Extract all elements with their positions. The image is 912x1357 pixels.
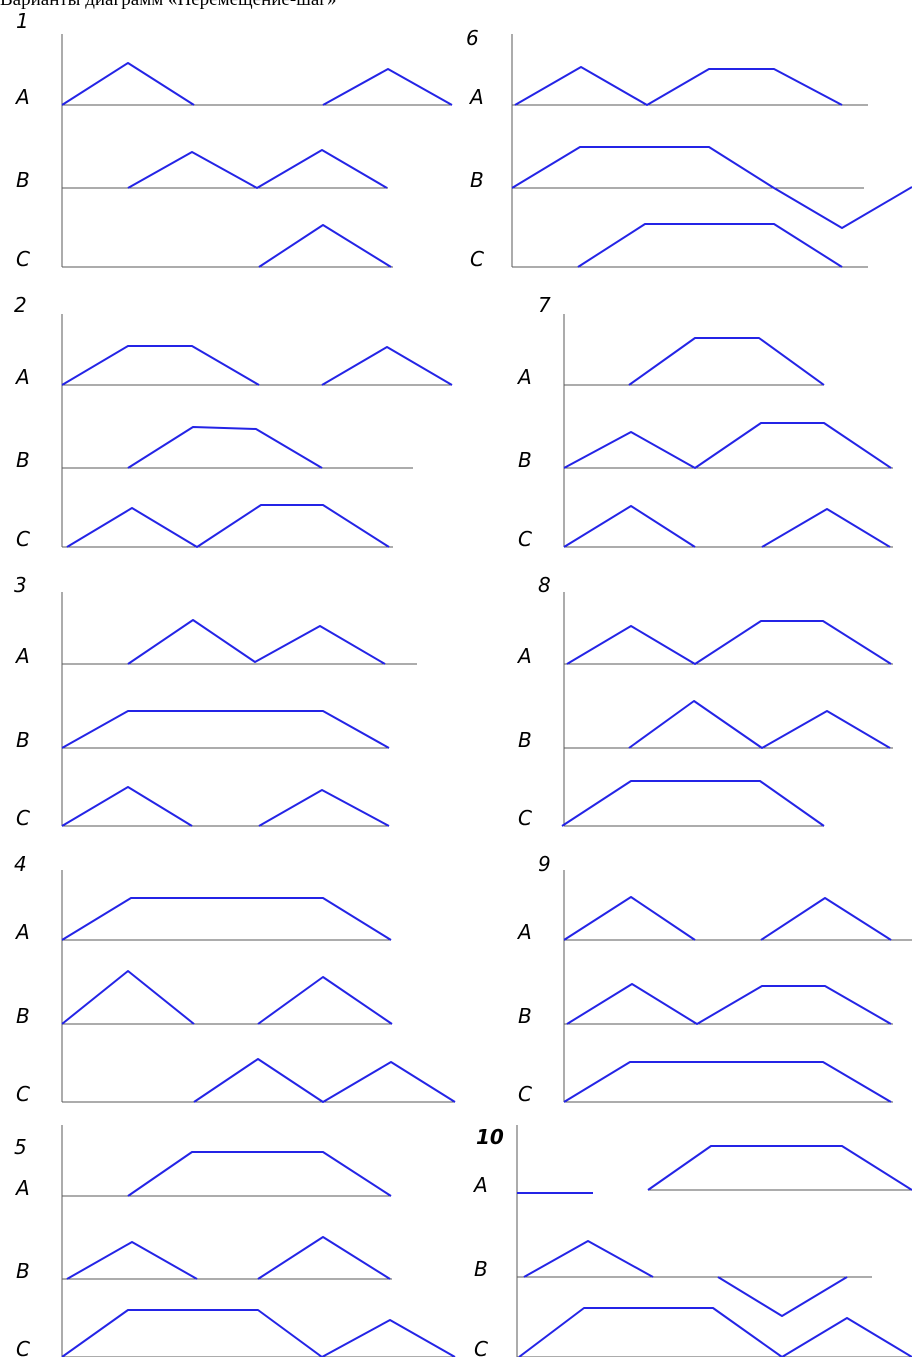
row-label-c: C xyxy=(16,1337,30,1357)
displacement-trace xyxy=(127,149,388,189)
variant-10-panel: 10 A B C xyxy=(472,1125,912,1357)
row-label-c: C xyxy=(518,1082,532,1106)
displacement-trace xyxy=(193,1058,456,1103)
displacement-trace xyxy=(61,897,392,941)
row-label-a: A xyxy=(468,85,484,109)
variant-4-panel: 4 A B C xyxy=(14,852,456,1106)
row-label-c: C xyxy=(470,247,484,271)
displacement-trace xyxy=(761,508,891,548)
displacement-trace xyxy=(322,68,453,106)
row-label-b: B xyxy=(16,1259,30,1283)
displacement-trace xyxy=(61,710,390,749)
row-label-c: C xyxy=(16,527,30,551)
variant-6-panel: 6 A B C xyxy=(466,26,912,271)
displacement-trace xyxy=(563,1061,892,1103)
displacement-trace xyxy=(127,619,386,665)
row-label-c: C xyxy=(518,806,532,830)
row-label-a: A xyxy=(516,365,532,389)
displacement-trace xyxy=(514,66,843,106)
displacement-trace xyxy=(523,1240,654,1278)
displacement-trace xyxy=(518,1307,912,1357)
displacement-trace xyxy=(566,620,892,665)
row-label-b: B xyxy=(16,168,30,192)
displacement-trace xyxy=(563,896,696,941)
displacement-trace xyxy=(563,422,892,469)
variant-9-panel: 9 A B C xyxy=(516,852,912,1106)
row-label-b: B xyxy=(474,1257,488,1281)
displacement-trace xyxy=(61,62,195,106)
displacement-trace xyxy=(561,780,825,827)
displacement-trace xyxy=(66,1241,198,1280)
displacement-trace xyxy=(66,504,390,548)
row-label-a: A xyxy=(14,365,30,389)
row-label-b: B xyxy=(518,448,532,472)
row-label-c: C xyxy=(16,1082,30,1106)
displacement-trace xyxy=(321,346,453,386)
variant-number: 5 xyxy=(14,1135,27,1159)
variant-5-panel: 5 A B C xyxy=(14,1125,456,1357)
row-label-a: A xyxy=(14,920,30,944)
variant-2-panel: 2 A B C xyxy=(14,293,453,551)
variant-number: 10 xyxy=(476,1125,504,1149)
variant-number: 9 xyxy=(538,852,551,876)
displacement-trace xyxy=(61,786,193,827)
displacement-trace xyxy=(257,1236,391,1280)
row-label-b: B xyxy=(518,728,532,752)
displacement-trace xyxy=(258,789,390,827)
displacement-trace xyxy=(61,1309,456,1357)
row-label-a: A xyxy=(516,920,532,944)
displacement-trace xyxy=(511,146,912,229)
displacement-trace xyxy=(127,426,323,469)
variant-number: 6 xyxy=(466,26,479,50)
row-label-a: A xyxy=(14,1176,30,1200)
displacement-trace xyxy=(61,970,195,1025)
variant-3-panel: 3 A B C xyxy=(14,573,417,830)
row-label-c: C xyxy=(474,1337,488,1357)
variant-number: 3 xyxy=(14,573,27,597)
variant-1-panel: 1 A B C xyxy=(14,9,453,271)
displacement-trace xyxy=(257,976,393,1025)
row-label-b: B xyxy=(16,448,30,472)
row-label-a: A xyxy=(516,644,532,668)
page-title: Варианты диаграмм «Перемещение-шаг» xyxy=(0,0,337,11)
row-label-b: B xyxy=(16,1004,30,1028)
displacement-trace xyxy=(628,700,891,749)
variant-number: 7 xyxy=(538,293,551,317)
variant-number: 1 xyxy=(16,9,29,33)
variant-number: 8 xyxy=(538,573,551,597)
displacement-trace xyxy=(566,983,892,1025)
row-label-b: B xyxy=(16,728,30,752)
displacement-trace xyxy=(717,1276,848,1317)
row-label-a: A xyxy=(14,644,30,668)
displacement-trace xyxy=(647,1145,912,1191)
row-label-b: B xyxy=(518,1004,532,1028)
displacement-trace xyxy=(258,224,392,268)
row-label-c: C xyxy=(16,247,30,271)
displacement-trace xyxy=(760,897,892,941)
row-label-b: B xyxy=(470,168,484,192)
row-label-c: C xyxy=(16,806,30,830)
variant-7-panel: 7 A B C xyxy=(516,293,893,551)
variant-number: 2 xyxy=(14,293,27,317)
displacement-trace xyxy=(577,223,843,268)
variant-number: 4 xyxy=(14,852,27,876)
row-label-c: C xyxy=(518,527,532,551)
displacement-trace xyxy=(61,345,260,386)
displacement-trace xyxy=(628,337,825,386)
variant-8-panel: 8 A B C xyxy=(516,573,893,830)
row-label-a: A xyxy=(472,1173,488,1197)
displacement-trace xyxy=(563,505,696,548)
displacement-trace xyxy=(127,1151,392,1197)
row-label-a: A xyxy=(14,85,30,109)
